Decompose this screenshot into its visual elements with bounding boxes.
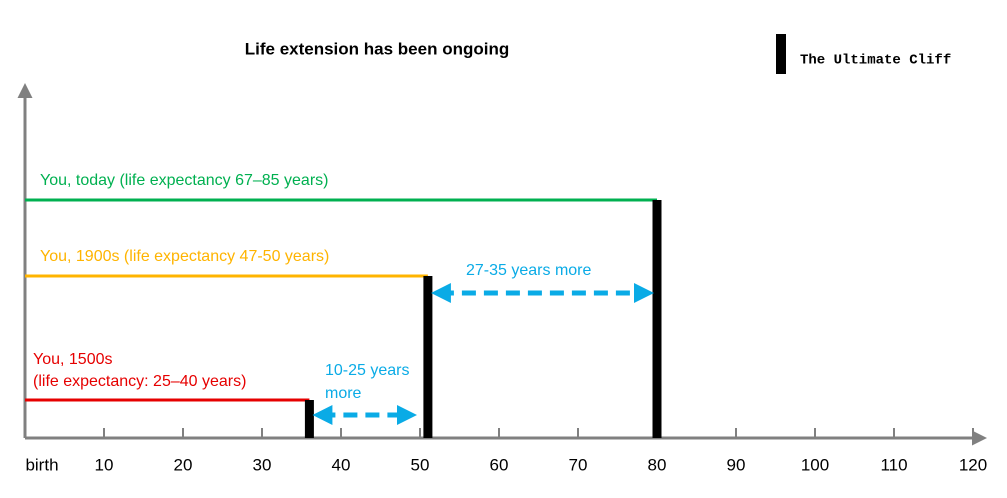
cliff [304, 400, 314, 438]
x-tick-label: 10 [95, 455, 114, 474]
x-tick-label: 100 [801, 455, 829, 474]
annotation-text: more [325, 385, 362, 402]
x-tick-label: 20 [174, 455, 193, 474]
series-label: You, 1900s (life expectancy 47-50 years) [40, 248, 329, 265]
annotation-text: 10-25 years [325, 362, 410, 379]
x-tick-label: 30 [253, 455, 272, 474]
x-tick-label: 90 [727, 455, 746, 474]
x-tick-label: birth [25, 455, 58, 474]
x-tick-label: 50 [411, 455, 430, 474]
series-note: (life expectancy: 25–40 years) [33, 373, 246, 390]
cliff [423, 276, 433, 438]
cliff [652, 200, 662, 438]
series-label: You, today (life expectancy 67–85 years) [40, 172, 328, 189]
x-tick-label: 80 [648, 455, 667, 474]
x-tick-label: 70 [569, 455, 588, 474]
x-tick-label: 40 [332, 455, 351, 474]
x-tick-label: 110 [880, 455, 907, 474]
annotation-text: 27-35 years more [466, 262, 591, 279]
legend-label: The Ultimate Cliff [800, 53, 951, 69]
x-tick-label: 120 [959, 455, 987, 474]
x-tick-label: 60 [490, 455, 509, 474]
legend-swatch [776, 34, 786, 74]
series-label: You, 1500s [33, 351, 112, 368]
chart-title: Life extension has been ongoing [245, 39, 509, 58]
